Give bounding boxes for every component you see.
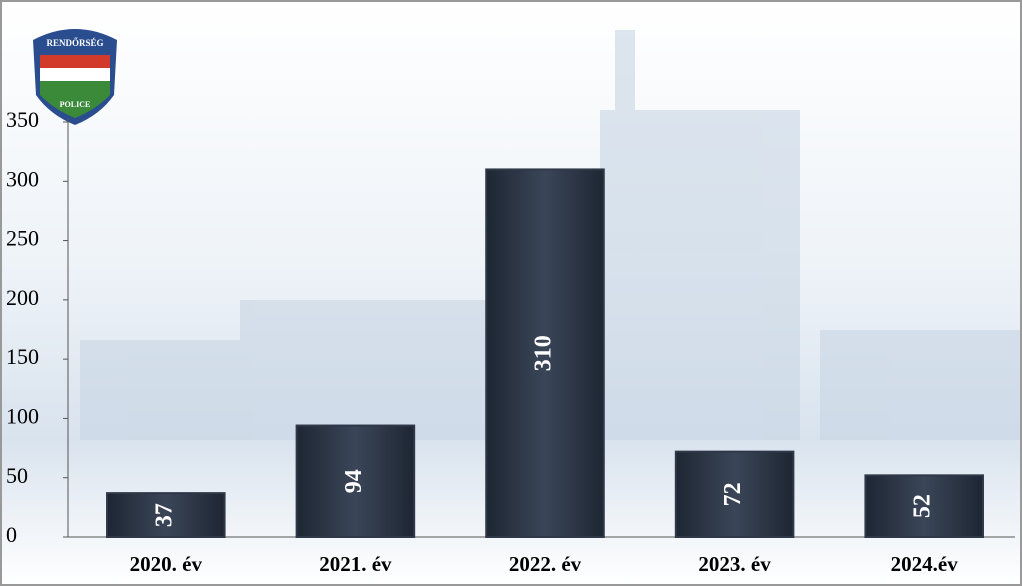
y-tick-label: 200 <box>6 285 39 310</box>
y-tick-label: 300 <box>6 166 39 191</box>
logo-bottom: POLICE <box>60 100 91 109</box>
y-tick-label: 100 <box>6 403 39 428</box>
x-tick-label: 2021. év <box>319 552 392 576</box>
logo-top: RENDŐRSÉG <box>46 38 103 48</box>
value-label: 37 <box>151 503 177 527</box>
y-tick-label: 250 <box>6 226 39 251</box>
value-label: 52 <box>910 494 936 518</box>
x-tick-label: 2020. év <box>130 552 203 576</box>
y-tick-label: 150 <box>6 344 39 369</box>
x-tick-label: 2022. év <box>509 552 582 576</box>
page: RENDŐRSÉG POLICE 0 50 100 150 200 250 300 350 20… <box>0 0 1022 586</box>
value-label: 72 <box>720 482 746 506</box>
value-label: 310 <box>531 335 557 371</box>
x-tick-label: 2024.év <box>891 552 959 576</box>
y-tick-label: 50 <box>6 463 28 488</box>
y-tick-label: 350 <box>6 107 39 132</box>
chart: RENDŐRSÉG POLICE 0 50 100 150 200 250 300 350 20… <box>0 0 1022 586</box>
value-label: 94 <box>341 469 367 493</box>
y-tick-label: 0 <box>6 522 17 547</box>
x-tick-label: 2023. év <box>698 552 771 576</box>
